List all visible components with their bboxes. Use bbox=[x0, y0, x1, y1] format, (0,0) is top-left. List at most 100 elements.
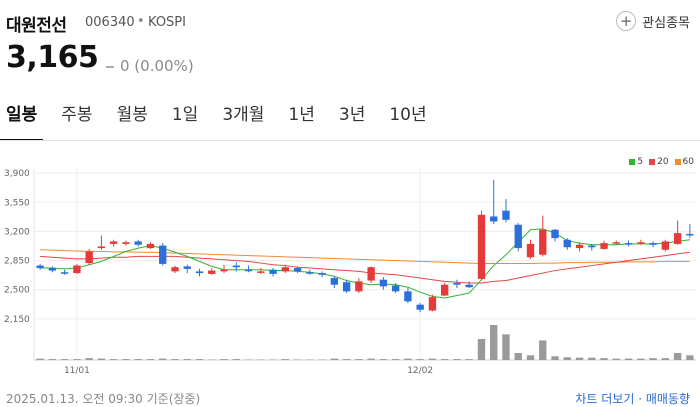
candle-body bbox=[306, 272, 313, 274]
candle-body bbox=[184, 266, 191, 268]
candle-body bbox=[453, 283, 460, 285]
ma5-line bbox=[40, 229, 690, 298]
candle-body bbox=[355, 281, 362, 291]
candle-body bbox=[233, 266, 240, 268]
candle-body bbox=[429, 297, 436, 310]
candle-body bbox=[269, 270, 276, 274]
tab-weekly[interactable]: 주봉 bbox=[61, 100, 92, 131]
volume-bar bbox=[147, 359, 154, 360]
candle-body bbox=[318, 273, 325, 275]
volume-bar bbox=[564, 357, 571, 360]
market-name: KOSPI bbox=[148, 15, 186, 30]
tab-3month[interactable]: 3개월 bbox=[222, 100, 264, 131]
y-tick-label: 2,500 bbox=[4, 286, 30, 296]
volume-bar bbox=[331, 359, 338, 360]
volume-bar bbox=[184, 359, 191, 360]
candle-body bbox=[294, 268, 301, 271]
volume-bar bbox=[502, 334, 509, 360]
volume-bar bbox=[220, 359, 227, 360]
stock-code: 006340 bbox=[85, 15, 135, 30]
y-tick-label: 2,150 bbox=[4, 315, 30, 325]
volume-bar bbox=[135, 359, 142, 360]
tab-monthly[interactable]: 월봉 bbox=[117, 100, 148, 131]
candle-body bbox=[196, 271, 203, 273]
candle-body bbox=[539, 230, 546, 255]
candle-body bbox=[490, 216, 497, 221]
candle-body bbox=[343, 282, 350, 291]
unchanged-icon bbox=[106, 66, 114, 68]
candle-body bbox=[73, 266, 80, 273]
tab-10year[interactable]: 10년 bbox=[389, 100, 426, 131]
candle-body bbox=[135, 241, 142, 244]
candle-body bbox=[613, 242, 620, 244]
volume-bar bbox=[674, 353, 681, 360]
volume-bar bbox=[392, 359, 399, 360]
volume-bar bbox=[649, 358, 656, 360]
volume-bar bbox=[662, 358, 669, 360]
candle-body bbox=[367, 267, 374, 280]
volume-bar bbox=[196, 359, 203, 360]
volume-bar bbox=[490, 325, 497, 360]
candle-body bbox=[110, 241, 117, 243]
volume-bar bbox=[404, 359, 411, 360]
y-tick-label: 3,550 bbox=[4, 198, 30, 208]
more-chart-link[interactable]: 차트 더보기 · 매매동향 bbox=[575, 390, 690, 407]
candle-body bbox=[515, 225, 522, 248]
candle-body bbox=[159, 246, 166, 264]
candle-body bbox=[686, 234, 693, 236]
timestamp: 2025.01.13. 오전 09:30 기준(장중) bbox=[6, 390, 200, 407]
separator-dot: • bbox=[137, 14, 145, 29]
volume-bar bbox=[613, 359, 620, 360]
candle-body bbox=[625, 243, 632, 245]
volume-bar bbox=[343, 359, 350, 360]
volume-bar bbox=[539, 340, 546, 360]
plus-circle-icon: + bbox=[616, 11, 636, 31]
volume-bar bbox=[478, 339, 485, 360]
current-price: 3,165 bbox=[6, 40, 98, 75]
candle-body bbox=[98, 246, 105, 248]
volume-bar bbox=[429, 359, 436, 360]
candle-body bbox=[637, 242, 644, 244]
stock-name: 대원전선 bbox=[6, 11, 67, 36]
x-tick-label: 11/01 bbox=[64, 366, 90, 376]
candle-body bbox=[502, 211, 509, 220]
candle-body bbox=[674, 233, 681, 244]
candle-body bbox=[551, 230, 558, 238]
volume-bar bbox=[49, 359, 56, 360]
candle-body bbox=[588, 246, 595, 248]
volume-bar bbox=[122, 359, 129, 360]
candle-body bbox=[220, 270, 227, 272]
candle-body bbox=[441, 285, 448, 296]
volume-bar bbox=[588, 358, 595, 360]
watchlist-label: 관심종목 bbox=[642, 12, 690, 31]
price-change: 0 (0.00%) bbox=[106, 57, 194, 75]
candle-body bbox=[416, 305, 423, 310]
candle-body bbox=[171, 267, 178, 271]
add-watchlist-button[interactable]: + 관심종목 bbox=[616, 11, 690, 31]
volume-bar bbox=[453, 359, 460, 360]
volume-bar bbox=[416, 359, 423, 360]
tab-1day[interactable]: 1일 bbox=[172, 100, 198, 131]
tab-3year[interactable]: 3년 bbox=[339, 100, 365, 131]
candle-body bbox=[245, 270, 252, 272]
candle-body bbox=[649, 243, 656, 245]
volume-bar bbox=[367, 359, 374, 360]
volume-bar bbox=[85, 358, 92, 360]
candle-body bbox=[380, 280, 387, 287]
y-tick-label: 2,850 bbox=[4, 257, 30, 267]
tab-1year[interactable]: 1년 bbox=[288, 100, 314, 131]
candle-body bbox=[147, 244, 154, 248]
candle-body bbox=[576, 245, 583, 248]
volume-bar bbox=[600, 358, 607, 360]
volume-bar bbox=[441, 359, 448, 360]
candle-body bbox=[36, 266, 43, 268]
candle-body bbox=[282, 267, 289, 271]
candle-body bbox=[466, 285, 473, 287]
tab-daily[interactable]: 일봉 bbox=[6, 100, 37, 131]
candle-body bbox=[392, 286, 399, 292]
y-tick-label: 3,900 bbox=[4, 169, 30, 179]
volume-bar bbox=[282, 359, 289, 360]
candle-body bbox=[208, 271, 215, 274]
volume-bar bbox=[515, 353, 522, 360]
